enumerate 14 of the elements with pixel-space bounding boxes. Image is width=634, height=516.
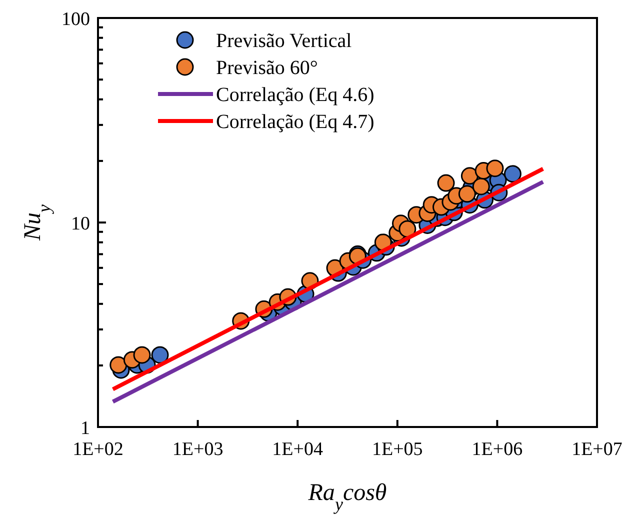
x-axis-title: Ra$_{y}$cosθ (307, 480, 387, 514)
x-tick-label: 1E+05 (372, 439, 423, 460)
legend-label: Correlação (Eq 4.6) (216, 84, 374, 106)
x-tick-label: 1E+02 (72, 439, 124, 460)
x-tick-label: 1E+07 (572, 439, 622, 460)
legend-label: Correlação (Eq 4.7) (216, 111, 374, 133)
y-tick-label: 10 (71, 214, 90, 234)
x-tick-label: 1E+06 (472, 439, 523, 460)
legend-label: Previsão Vertical (216, 30, 352, 52)
y-tick-label: 100 (62, 9, 90, 30)
x-tick-label: 1E+03 (172, 439, 224, 460)
x-tick-label: 1E+04 (272, 439, 324, 460)
y-tick-label: 1 (80, 418, 90, 439)
legend-label: Previsão 60° (216, 57, 318, 79)
